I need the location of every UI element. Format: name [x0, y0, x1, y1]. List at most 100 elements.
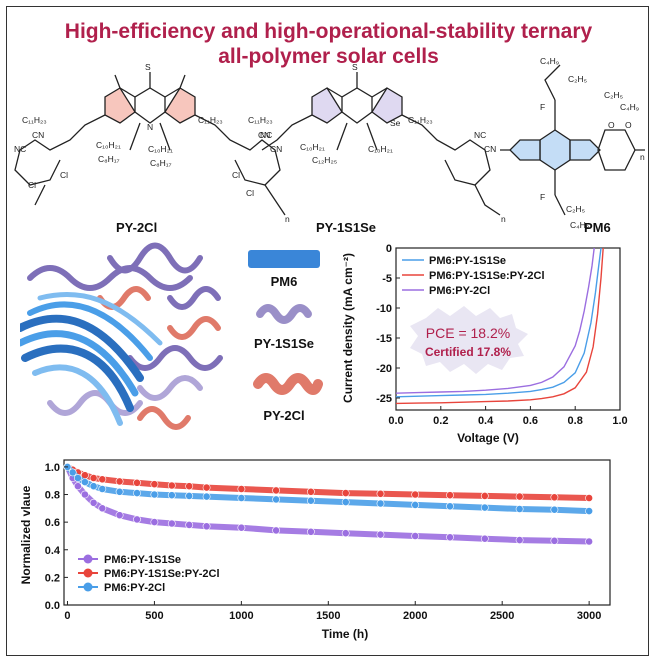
- stability-x-axis-label: Time (h): [322, 627, 368, 641]
- py-1s1se-alkyl-label: C₁₀H₂₁: [300, 142, 325, 152]
- py-2cl-cl-label: Cl: [232, 170, 240, 180]
- py-2cl-cn-label: CN: [32, 130, 44, 140]
- py-1s1se-alkyl-label: C₁₁H₂₃: [408, 115, 433, 125]
- pce-starburst: [410, 306, 528, 374]
- jv-series-line-0: [395, 247, 602, 398]
- stability-plot-frame: [63, 459, 611, 606]
- stability-point: [237, 485, 246, 493]
- stability-y-tick-label: 0.0: [45, 600, 60, 612]
- stability-y-tick-label: 1.0: [45, 462, 60, 474]
- component-legend: PM6 PY-1S1Se PY-2Cl: [248, 250, 323, 423]
- stability-point: [272, 486, 280, 495]
- stability-x-tick-label: 500: [145, 610, 163, 622]
- py-1s1se-s-label: S: [352, 62, 358, 72]
- stability-x-tick-label: 3000: [577, 610, 601, 622]
- stability-point: [81, 478, 89, 486]
- pm6-o-label: O: [608, 120, 615, 130]
- figure-title-line-2: all-polymer solar cells: [218, 45, 439, 68]
- stability-point: [98, 475, 107, 484]
- stability-x-tick-label: 1000: [229, 610, 253, 622]
- stability-legend-label: PM6:PY-1S1Se:PY-2Cl: [104, 568, 220, 580]
- stability-point: [167, 491, 176, 500]
- stability-x-tick-label: 2500: [490, 610, 514, 622]
- stability-point: [411, 490, 420, 499]
- pm6-alkyl-label: C₂H₅: [604, 90, 623, 100]
- stability-point: [68, 468, 77, 477]
- stability-legend-label: PM6:PY-1S1Se: [104, 554, 181, 566]
- stability-legend-marker: [83, 554, 93, 564]
- stability-point: [89, 498, 98, 507]
- jv-y-tick-label: 0: [386, 243, 392, 255]
- py-2cl-name: PY-2Cl: [116, 220, 157, 235]
- pm6-block-icon: [248, 250, 320, 268]
- stability-point: [376, 489, 385, 498]
- py-2cl-s-label: S: [145, 62, 151, 72]
- molecular-structures: C₁₁H₂₃ C₁₁H₂₃ C₁₀H₂₁ C₁₀H₂₁ C₈H₁₇ C₈H₁₇ …: [14, 56, 645, 235]
- stability-point: [550, 493, 559, 502]
- jv-x-tick-label: 0.8: [568, 415, 583, 427]
- py-1s1se-n-subscript: n: [501, 214, 506, 224]
- stability-point: [376, 530, 385, 539]
- pm6-structure: [500, 64, 645, 216]
- py-2cl-alkyl-label: C₈H₁₇: [150, 158, 172, 168]
- stability-point: [202, 492, 211, 501]
- stability-point: [89, 474, 98, 482]
- stability-point: [98, 504, 107, 513]
- py-2cl-alkyl-label: C₁₀H₂₁: [96, 140, 121, 150]
- stability-point: [341, 498, 350, 506]
- stability-point: [89, 482, 98, 491]
- pm6-f-label: F: [540, 102, 545, 112]
- jv-plot-frame: [395, 247, 621, 411]
- py-1s1se-nc-label: NC: [474, 130, 486, 140]
- stability-point: [550, 505, 559, 514]
- stability-point: [167, 519, 176, 528]
- stability-point: [185, 521, 194, 529]
- stability-point: [550, 536, 559, 545]
- jv-y-axis-label: Current density (mA cm⁻²): [341, 253, 355, 403]
- jv-series-line-1: [395, 247, 604, 405]
- stability-point: [480, 503, 489, 512]
- jv-legend-label: PM6:PY-2Cl: [429, 285, 490, 297]
- py-1s1se-cn-label: CN: [258, 130, 270, 140]
- stability-point: [446, 502, 454, 511]
- pm6-alkyl-label: C₂H₅: [566, 204, 585, 214]
- stability-point: [115, 487, 124, 496]
- pce-annotation: PCE = 18.2%: [426, 325, 510, 341]
- stability-point: [446, 491, 454, 500]
- jv-chart: 0.0 0.2 0.4 0.6 0.8 1.0 0 -5 -10 -15 -20 -25 PM6:PY…: [341, 243, 628, 445]
- stability-point: [150, 480, 159, 489]
- stability-point: [376, 499, 385, 508]
- stability-point: [411, 501, 420, 509]
- pm6-alkyl-label: C₂H₅: [568, 74, 587, 84]
- stability-point: [98, 485, 107, 493]
- stability-point: [306, 487, 315, 496]
- py-1s1se-chain-label: PY-1S1Se: [254, 336, 314, 351]
- jv-y-tick-label: -10: [376, 303, 392, 315]
- py-1s1se-alkyl-label: C₁₂H₂₅: [312, 155, 337, 165]
- py-2cl-n-label: N: [147, 122, 153, 132]
- jv-x-tick-label: 0.2: [433, 415, 448, 427]
- py-2cl-nc-label: NC: [260, 130, 272, 140]
- stability-point: [237, 494, 246, 502]
- py-2cl-structure: [14, 72, 286, 216]
- stability-point: [81, 490, 89, 499]
- stability-point: [585, 537, 593, 546]
- stability-point: [150, 490, 159, 499]
- py-1s1se-alkyl-label: C₁₀H₂₁: [368, 144, 393, 154]
- py-1s1se-chain-icon: [256, 304, 312, 324]
- jv-y-tick-label: -20: [376, 363, 392, 375]
- stability-y-tick-label: 0.6: [45, 517, 60, 529]
- py-2cl-cn-label: CN: [270, 144, 282, 154]
- stability-point: [515, 536, 524, 544]
- stability-point: [585, 507, 593, 515]
- stability-point: [185, 492, 194, 500]
- stability-point: [133, 489, 141, 497]
- stability-point: [115, 511, 124, 520]
- jv-legend-label: PM6:PY-1S1Se: [429, 255, 506, 267]
- stability-point: [237, 523, 246, 532]
- stability-y-tick-label: 0.8: [45, 490, 60, 502]
- stability-point: [133, 478, 141, 487]
- certified-annotation: Certified 17.8%: [425, 345, 511, 359]
- jv-x-axis-label: Voltage (V): [457, 431, 519, 445]
- py-1s1se-cn-label: CN: [484, 144, 496, 154]
